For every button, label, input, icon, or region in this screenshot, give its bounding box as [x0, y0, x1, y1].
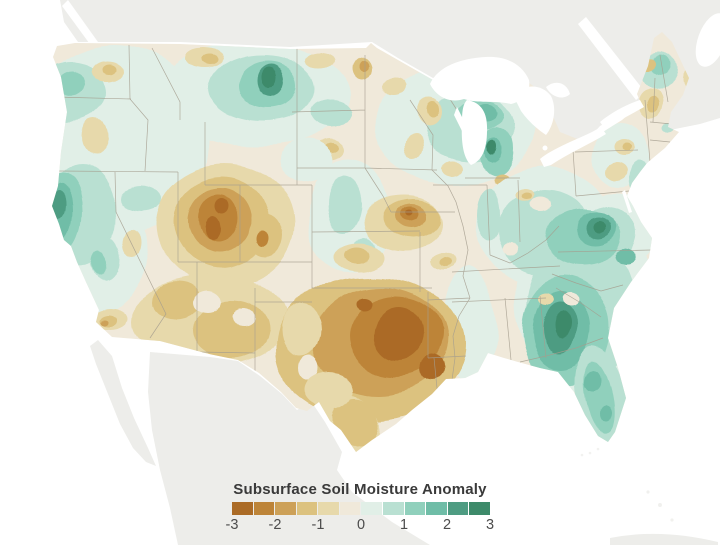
- legend-swatch: [383, 502, 404, 515]
- georgian-bay: [546, 82, 570, 98]
- region-southwest-dry: [132, 275, 288, 365]
- canada-landmass: [60, 0, 720, 146]
- lake-michigan: [461, 100, 488, 165]
- legend-swatch: [318, 502, 339, 515]
- legend-tick: -3: [225, 517, 239, 533]
- lake-ontario: [600, 100, 644, 129]
- legend-swatch: [361, 502, 383, 515]
- cuba: [610, 533, 718, 545]
- green-bay: [454, 107, 467, 133]
- st-lawrence-river: [578, 17, 645, 100]
- lake-st-clair: [542, 145, 548, 151]
- legend-color-scale: [232, 502, 490, 515]
- state-borders: [54, 44, 673, 399]
- florida-keys: [580, 447, 600, 457]
- gulf-of-st-lawrence: [695, 13, 720, 67]
- legend-swatch: [275, 502, 296, 515]
- region-east-southeast-wet: [444, 165, 662, 443]
- legend-swatch: [469, 502, 490, 515]
- legend-tick: 0: [356, 517, 366, 533]
- baja-california: [90, 340, 156, 466]
- chesapeake-bay: [622, 190, 632, 213]
- region-montana-dakotas-wet: [160, 43, 372, 161]
- lake-huron: [513, 86, 555, 135]
- legend-swatch: [426, 502, 447, 515]
- legend-tick: -1: [311, 517, 325, 533]
- legend-swatch: [447, 502, 469, 515]
- region-central-plains-mixed: [277, 140, 392, 270]
- legend-tick-labels: -3 -2 -1 0 1 2 3: [226, 517, 494, 535]
- mexico-mainland: [148, 352, 430, 545]
- legend-swatch: [253, 502, 275, 515]
- region-southern-plains-dry: [275, 275, 465, 452]
- legend-swatch: [232, 502, 253, 515]
- map-legend: Subsurface Soil Moisture Anomaly -3 -2 -1 0…: [0, 479, 720, 539]
- legend-swatch: [404, 502, 426, 515]
- strait-of-georgia: [62, 0, 98, 47]
- region-kansas-iowa-dry-spots: [336, 195, 458, 271]
- lake-superior: [430, 56, 530, 104]
- lake-erie: [540, 127, 606, 167]
- bahamas-islets: [646, 490, 674, 522]
- legend-tick: 1: [399, 517, 409, 533]
- legend-tick: 2: [442, 517, 452, 533]
- legend-swatch: [296, 502, 318, 515]
- legend-tick: 3: [485, 517, 495, 533]
- region-utah-colorado-dry: [155, 162, 295, 288]
- legend-swatch: [339, 502, 361, 515]
- legend-tick: -2: [268, 517, 282, 533]
- anomaly-contours: [52, 43, 689, 452]
- legend-title: Subsurface Soil Moisture Anomaly: [233, 481, 487, 498]
- great-lakes: [430, 56, 644, 213]
